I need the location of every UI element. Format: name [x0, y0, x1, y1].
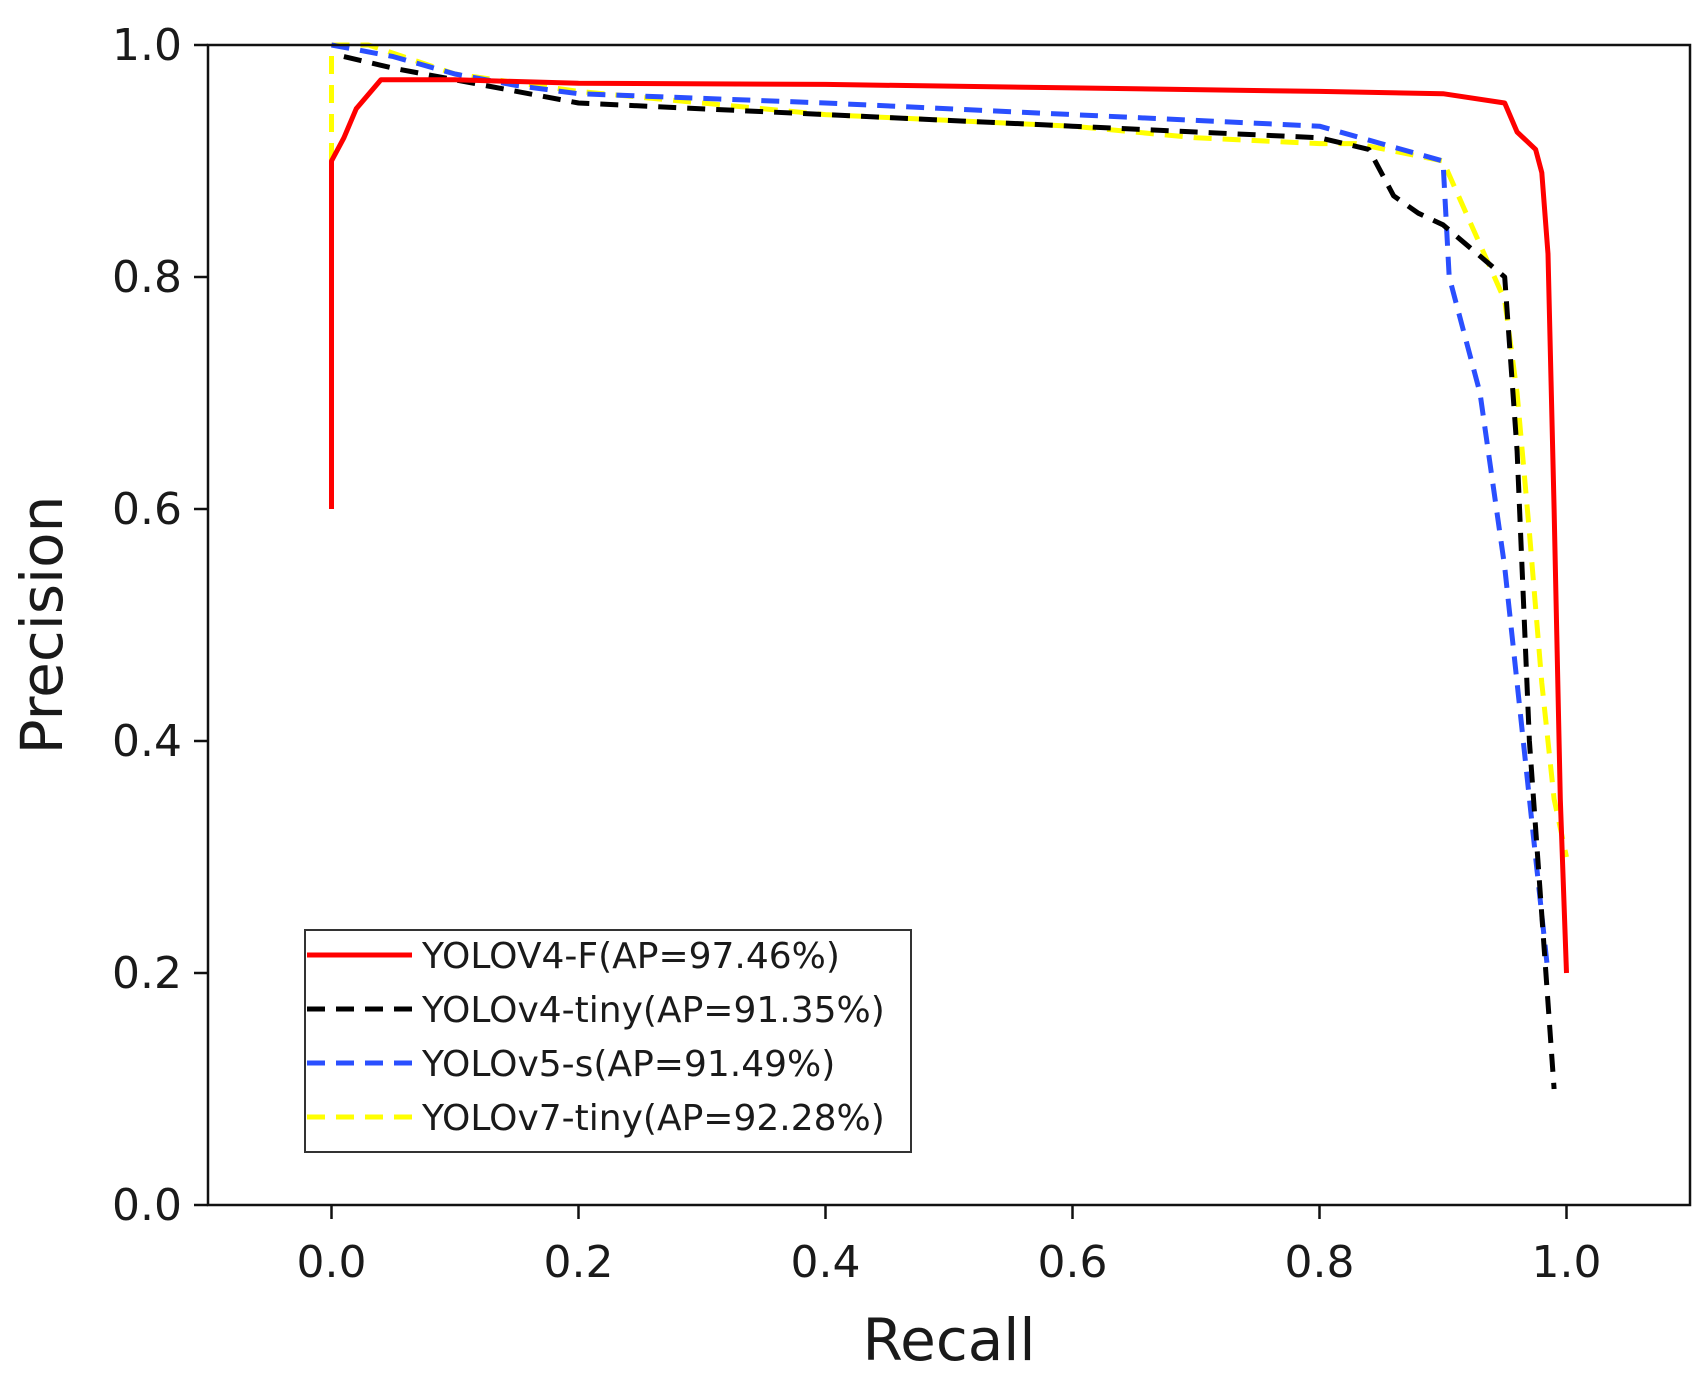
x-tick-label: 0.4 — [791, 1237, 861, 1288]
y-tick-label: 0.2 — [112, 948, 182, 999]
x-tick-label: 0.6 — [1038, 1237, 1108, 1288]
y-axis-title: Precision — [8, 496, 76, 755]
legend-label: YOLOv5-s(AP=91.49%) — [421, 1044, 835, 1085]
x-axis-ticks: 0.0 0.2 0.4 0.6 0.8 1.0 — [297, 1205, 1602, 1288]
y-tick-label: 1.0 — [112, 20, 182, 71]
x-tick-label: 1.0 — [1532, 1237, 1602, 1288]
y-tick-label: 0.8 — [112, 252, 182, 303]
legend-label: YOLOV4-F(AP=97.46%) — [421, 936, 840, 977]
x-axis-title: Recall — [862, 1306, 1035, 1374]
series-layer — [329, 42, 1569, 1090]
plot-frame — [206, 43, 1692, 1207]
x-tick-label: 0.0 — [297, 1237, 367, 1288]
legend-label: YOLOv7-tiny(AP=92.28%) — [421, 1098, 885, 1139]
legend: YOLOV4-F(AP=97.46%) YOLOv4-tiny(AP=91.35%… — [304, 929, 912, 1153]
series-line-4 — [329, 42, 1569, 858]
y-axis-ticks: 0.0 0.2 0.4 0.6 0.8 1.0 — [112, 20, 208, 1231]
legend-label: YOLOv4-tiny(AP=91.35%) — [421, 990, 885, 1031]
y-tick-label: 0.0 — [112, 1180, 182, 1231]
y-tick-label: 0.4 — [112, 716, 182, 767]
y-tick-label: 0.6 — [112, 484, 182, 535]
series-line-1 — [329, 77, 1569, 974]
x-tick-label: 0.8 — [1285, 1237, 1355, 1288]
x-tick-label: 0.2 — [544, 1237, 614, 1288]
